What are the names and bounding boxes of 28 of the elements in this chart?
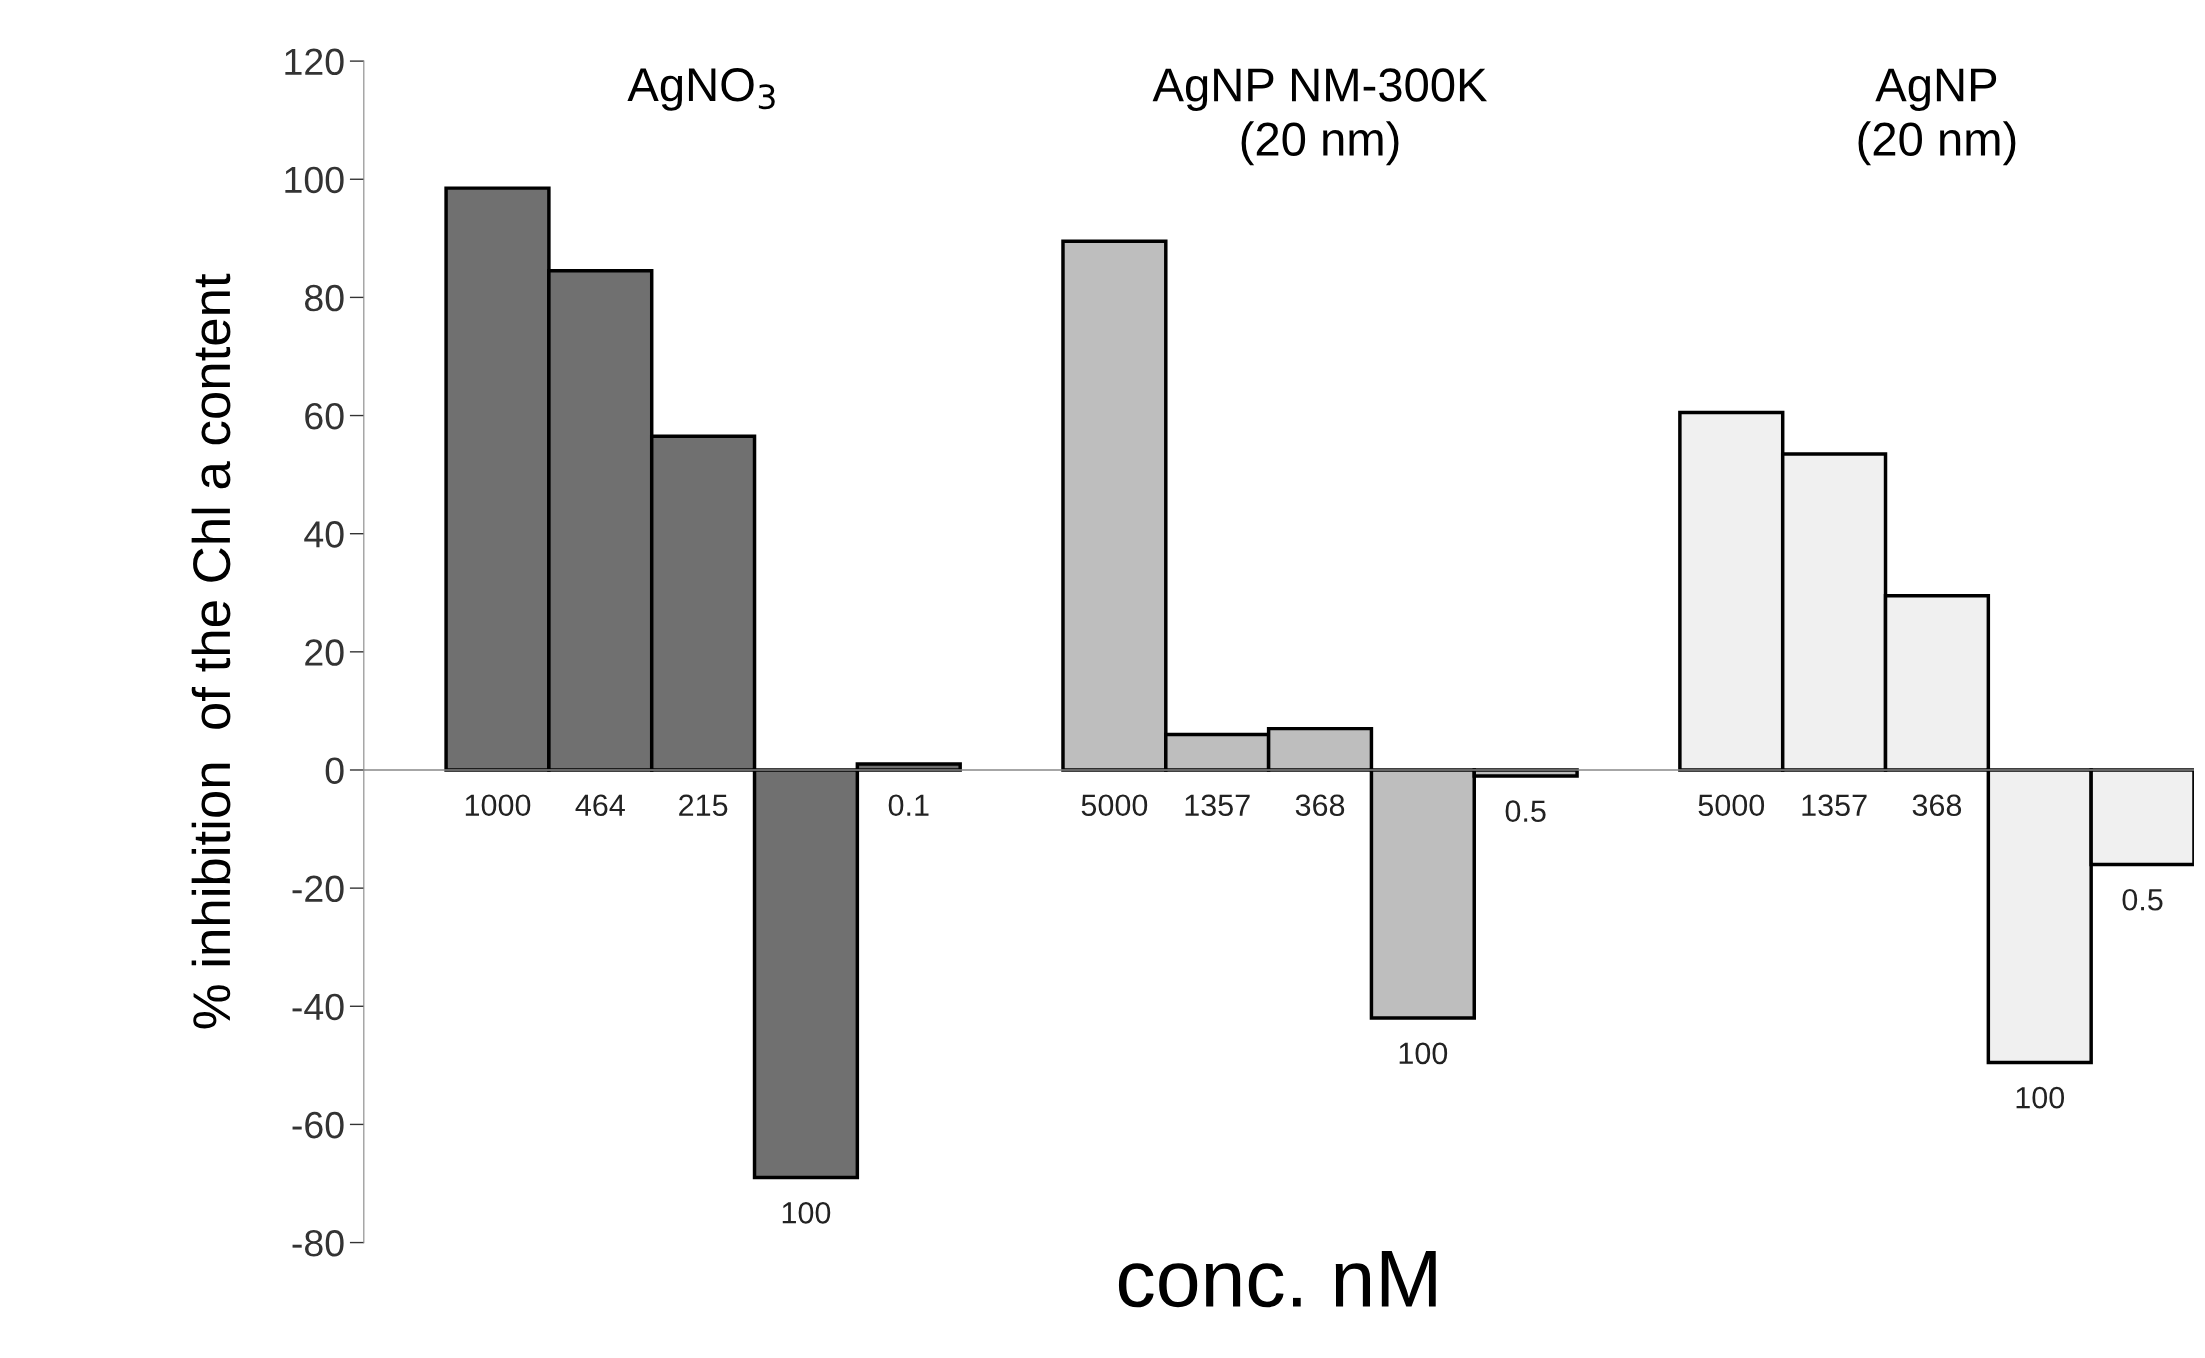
y-tick-label: -40 [292, 993, 344, 1021]
annotation: AgNP NM-300K (20 nm) [1152, 68, 1488, 166]
annotation: AgNO$_{3}$ [627, 68, 775, 111]
y-tick-label: 120 [285, 48, 344, 76]
y-tick-label: 80 [305, 284, 344, 312]
y-axis-title: % inhibition of the Chl a content [191, 273, 231, 1029]
x-tick-label: 215 [679, 794, 728, 817]
x-tick-label: 1357 [1802, 794, 1867, 817]
x-tick-label: 464 [575, 794, 625, 817]
x-tick-label: 0.1 [888, 794, 929, 817]
x-tick-label: 368 [1295, 794, 1345, 817]
x-tick-label: 1357 [1185, 794, 1250, 817]
x-tick-label: 5000 [1081, 794, 1148, 817]
y-tick-label: 40 [304, 521, 344, 548]
y-tick-label: 0 [325, 757, 344, 784]
x-tick-label: 0.5 [1505, 800, 1546, 822]
y-tick-label: -60 [292, 1111, 344, 1139]
y-tick-label: 20 [305, 639, 344, 666]
annotation: AgNP (20 nm) [1858, 68, 2016, 166]
y-tick-label: 60 [305, 402, 344, 430]
y-tick-label: 100 [285, 166, 344, 194]
x-tick-label: 0.5 [2122, 888, 2163, 911]
x-axis-title: conc. nM [1118, 1251, 1436, 1308]
y-tick-label: -80 [292, 1229, 344, 1257]
y-tick-label: -20 [292, 875, 344, 903]
x-tick-label: 1000 [465, 794, 531, 817]
x-tick-label: 5000 [1698, 794, 1765, 817]
x-tick-label: 368 [1912, 794, 1962, 817]
